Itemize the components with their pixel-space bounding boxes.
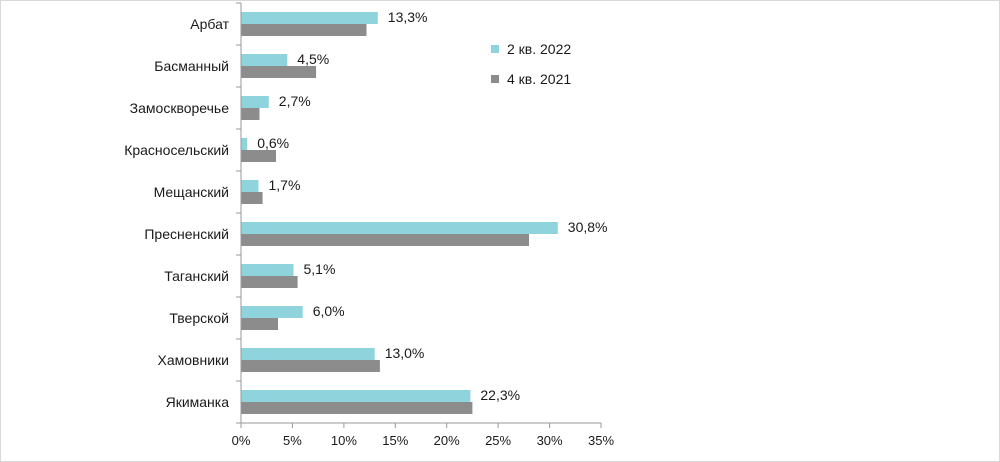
x-tick-label: 20% (434, 433, 460, 448)
data-label: 30,8% (568, 219, 608, 235)
bar-series-2 (241, 66, 317, 78)
data-label: 13,0% (385, 345, 425, 361)
bar-series-2 (241, 108, 260, 120)
x-tick-label: 10% (331, 433, 357, 448)
bar-series-2 (241, 150, 276, 162)
bar-series-2 (241, 360, 380, 372)
category-label: Красносельский (124, 142, 229, 158)
legend-swatch (491, 45, 499, 53)
bar-series-2 (241, 402, 473, 414)
bar-series-1 (241, 264, 294, 276)
bar-series-1 (241, 222, 558, 234)
data-label: 6,0% (313, 303, 345, 319)
legend-label: 2 кв. 2022 (507, 41, 571, 57)
x-tick-label: 25% (485, 433, 511, 448)
category-label: Мещанский (154, 184, 229, 200)
x-tick-label: 15% (382, 433, 408, 448)
bar-series-1 (241, 348, 375, 360)
bar-series-2 (241, 24, 367, 36)
category-label: Пресненский (144, 226, 229, 242)
category-label: Таганский (164, 268, 229, 284)
bar-series-2 (241, 276, 298, 288)
category-label: Хамовники (158, 352, 229, 368)
data-label: 1,7% (269, 177, 301, 193)
category-label: Якиманка (166, 394, 230, 410)
bar-series-2 (241, 318, 278, 330)
x-tick-label: 35% (588, 433, 614, 448)
category-label: Басманный (154, 58, 229, 74)
data-label: 13,3% (388, 9, 428, 25)
bar-series-1 (241, 12, 378, 24)
category-label: Тверской (169, 310, 229, 326)
bar-series-1 (241, 54, 288, 66)
data-label: 4,5% (297, 51, 329, 67)
bar-series-2 (241, 234, 529, 246)
bar-series-1 (241, 306, 303, 318)
x-tick-label: 30% (537, 433, 563, 448)
bar-series-1 (241, 138, 248, 150)
data-label: 2,7% (279, 93, 311, 109)
legend-swatch (491, 75, 499, 83)
bar-series-1 (241, 180, 259, 192)
bar-series-1 (241, 390, 471, 402)
bar-series-1 (241, 96, 269, 108)
category-label: Замоскворечье (130, 100, 230, 116)
legend-label: 4 кв. 2021 (507, 71, 571, 87)
bar-series-2 (241, 192, 263, 204)
x-tick-label: 0% (232, 433, 251, 448)
data-label: 22,3% (480, 387, 520, 403)
x-tick-label: 5% (283, 433, 302, 448)
data-label: 5,1% (304, 261, 336, 277)
data-label: 0,6% (257, 135, 289, 151)
category-label: Арбат (190, 16, 229, 32)
